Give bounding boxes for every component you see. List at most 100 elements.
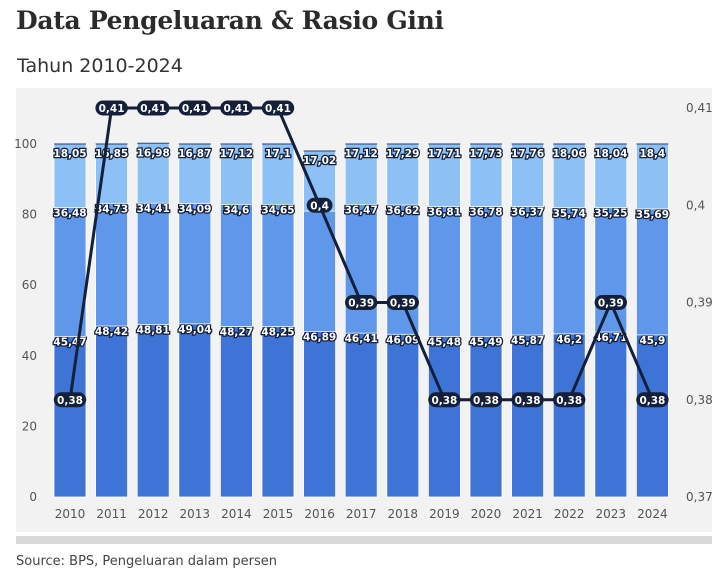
bar-segment bbox=[594, 331, 628, 498]
y2-tick-label: 0,38 bbox=[686, 393, 713, 407]
bar-segment bbox=[344, 332, 378, 498]
bar-data-label: 17,73 bbox=[469, 148, 502, 160]
source-note: Source: BPS, Pengeluaran dalam persen bbox=[16, 554, 277, 569]
bar-data-label: 34,73 bbox=[95, 203, 128, 215]
y2-tick-label: 0,41 bbox=[686, 101, 713, 115]
bar-data-label: 34,41 bbox=[137, 203, 170, 215]
bar-segment bbox=[552, 143, 586, 209]
x-tick-label: 2022 bbox=[554, 507, 585, 521]
gini-point bbox=[345, 295, 378, 310]
bar-data-label: 17,76 bbox=[511, 148, 544, 160]
gini-data-label: 0,38 bbox=[515, 395, 541, 407]
gini-data-label: 0,4 bbox=[310, 200, 329, 212]
gini-data-label: 0,38 bbox=[556, 395, 582, 407]
gini-point bbox=[553, 392, 586, 408]
gini-data-label: 0,39 bbox=[348, 298, 374, 310]
bar-segment bbox=[386, 333, 420, 498]
x-tick-label: 2015 bbox=[263, 507, 294, 521]
y2-tick-label: 0,4 bbox=[686, 198, 705, 212]
bar-segment bbox=[136, 142, 170, 204]
bar-segment bbox=[53, 336, 87, 498]
y-tick-label: 0 bbox=[29, 490, 37, 504]
bar-segment bbox=[469, 143, 503, 207]
bar-data-label: 18,06 bbox=[553, 148, 586, 160]
bar-data-label: 17,29 bbox=[386, 148, 419, 160]
bar-data-label: 36,81 bbox=[428, 207, 461, 219]
bar-data-label: 45,9 bbox=[639, 335, 665, 347]
gini-point bbox=[469, 392, 503, 408]
bar-segment bbox=[136, 324, 170, 498]
x-tick-label: 2017 bbox=[346, 507, 377, 521]
bar-data-label: 46,71 bbox=[594, 332, 627, 344]
x-tick-label: 2014 bbox=[221, 507, 252, 521]
bar-segment bbox=[344, 143, 378, 205]
gini-data-label: 0,41 bbox=[223, 103, 249, 115]
bar-segment bbox=[178, 143, 212, 204]
gini-point bbox=[220, 100, 253, 116]
bar-segment bbox=[219, 326, 253, 498]
gini-point bbox=[178, 100, 211, 116]
bar-segment bbox=[219, 204, 253, 328]
bar-data-label: 48,81 bbox=[137, 325, 170, 337]
bar-data-label: 45,48 bbox=[428, 336, 461, 348]
x-tick-label: 2010 bbox=[55, 507, 86, 521]
gini-point bbox=[137, 100, 170, 116]
bar-segment bbox=[636, 208, 669, 336]
gini-data-label: 0,38 bbox=[57, 395, 83, 407]
bar-segment bbox=[427, 143, 461, 207]
bar-segment bbox=[594, 207, 628, 333]
bar-segment bbox=[261, 326, 295, 498]
bar-data-label: 17,02 bbox=[303, 155, 336, 167]
bar-data-label: 36,47 bbox=[345, 204, 378, 216]
bar-data-label: 34,6 bbox=[223, 204, 249, 216]
gini-data-label: 0,41 bbox=[265, 103, 291, 115]
bar-data-label: 18,05 bbox=[53, 148, 86, 160]
gini-point bbox=[95, 100, 128, 116]
bar-segment bbox=[219, 143, 253, 205]
bar-data-label: 46,89 bbox=[303, 331, 336, 343]
bar-segment bbox=[386, 143, 420, 206]
bar-data-label: 34,09 bbox=[178, 204, 211, 216]
x-tick-label: 2020 bbox=[471, 507, 502, 521]
gini-data-label: 0,38 bbox=[639, 395, 665, 407]
bar-data-label: 45,49 bbox=[469, 336, 502, 348]
bar-data-label: 16,87 bbox=[178, 148, 211, 160]
bar-data-label: 49,04 bbox=[178, 324, 211, 336]
bar-data-label: 17,71 bbox=[428, 148, 461, 160]
gini-point bbox=[386, 295, 419, 310]
x-tick-label: 2021 bbox=[512, 507, 543, 521]
y-tick-label: 20 bbox=[22, 419, 37, 433]
bar-segment bbox=[261, 143, 295, 205]
bar-data-label: 16,85 bbox=[95, 148, 128, 160]
gini-point bbox=[261, 100, 295, 116]
gini-data-label: 0,41 bbox=[99, 103, 125, 115]
gini-point bbox=[306, 197, 333, 213]
bar-data-label: 35,74 bbox=[553, 208, 586, 220]
bar-data-label: 46,09 bbox=[386, 334, 419, 346]
gini-data-label: 0,38 bbox=[473, 395, 499, 407]
gini-data-label: 0,41 bbox=[140, 103, 166, 115]
bar-data-label: 46,41 bbox=[345, 333, 378, 345]
y2-tick-label: 0,39 bbox=[686, 296, 713, 310]
x-tick-label: 2016 bbox=[304, 507, 335, 521]
gini-data-label: 0,39 bbox=[390, 298, 416, 310]
bar-data-label: 35,69 bbox=[636, 209, 669, 221]
gini-point bbox=[428, 392, 461, 408]
gini-point bbox=[636, 392, 669, 408]
bar-segment bbox=[95, 325, 128, 498]
x-tick-label: 2012 bbox=[138, 507, 169, 521]
gini-data-label: 0,38 bbox=[431, 395, 457, 407]
bar-data-label: 34,65 bbox=[261, 204, 294, 216]
chart-subtitle: Tahun 2010-2024 bbox=[17, 55, 183, 77]
y-tick-label: 60 bbox=[22, 278, 37, 292]
bar-segment bbox=[636, 334, 669, 498]
y-tick-label: 40 bbox=[22, 349, 37, 363]
source-divider bbox=[16, 536, 712, 544]
bar-data-label: 36,78 bbox=[469, 207, 502, 219]
bar-data-label: 18,4 bbox=[639, 148, 665, 160]
bar-segment bbox=[53, 143, 87, 209]
bar-data-label: 45,47 bbox=[53, 336, 86, 348]
bar-data-label: 48,25 bbox=[261, 327, 294, 339]
bar-segment bbox=[552, 333, 586, 498]
bar-segment bbox=[95, 203, 128, 327]
